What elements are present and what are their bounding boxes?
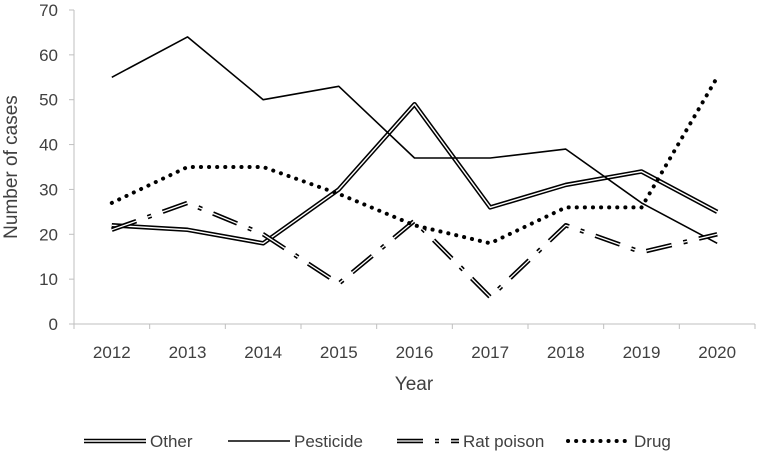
legend-item: Rat poison <box>397 432 544 451</box>
x-tick-label: 2013 <box>169 343 207 362</box>
y-tick-label: 60 <box>39 46 58 65</box>
x-tick-label: 2014 <box>244 343 282 362</box>
y-tick-label: 50 <box>39 91 58 110</box>
x-tick-label: 2017 <box>471 343 509 362</box>
x-tick-labels: 2012 2013 2014 2015 2016 2017 2018 2019 2020 <box>93 343 736 362</box>
series-pesticide <box>111 36 718 245</box>
series-lines <box>109 36 720 300</box>
legend-item: Drug <box>566 432 671 451</box>
y-tick-label: 40 <box>39 136 58 155</box>
y-tick-label: 0 <box>49 315 58 334</box>
series-other <box>111 101 719 246</box>
legend-label: Drug <box>634 432 671 451</box>
x-tick-label: 2020 <box>698 343 736 362</box>
legend-label: Other <box>150 432 193 451</box>
y-tick-label: 70 <box>39 1 58 20</box>
x-tick-label: 2015 <box>320 343 358 362</box>
legend-label: Rat poison <box>463 432 544 451</box>
series-line <box>111 36 718 245</box>
y-tick-label: 30 <box>39 180 58 199</box>
series-drug <box>109 75 720 246</box>
series-rat-poison <box>111 200 718 300</box>
y-tick-labels: 0 10 20 30 40 50 60 70 <box>39 1 58 334</box>
x-tick-label: 2019 <box>623 343 661 362</box>
x-tick-label: 2018 <box>547 343 585 362</box>
y-tick-label: 10 <box>39 270 58 289</box>
series-line <box>109 75 720 246</box>
legend-item: Pesticide <box>228 432 363 451</box>
x-axis-label: Year <box>395 374 434 395</box>
y-tick-label: 20 <box>39 225 58 244</box>
series-line-outer <box>111 200 718 300</box>
y-axis-label: Number of cases <box>1 95 22 239</box>
legend-label: Pesticide <box>294 432 363 451</box>
x-tick-label: 2016 <box>396 343 434 362</box>
legend-item: Other <box>84 432 193 451</box>
series-line-inner <box>111 202 718 298</box>
legend: Other Pesticide Rat poison Drug <box>84 432 671 451</box>
series-line-inner <box>111 103 718 244</box>
x-tick-label: 2012 <box>93 343 131 362</box>
axes <box>69 9 756 329</box>
